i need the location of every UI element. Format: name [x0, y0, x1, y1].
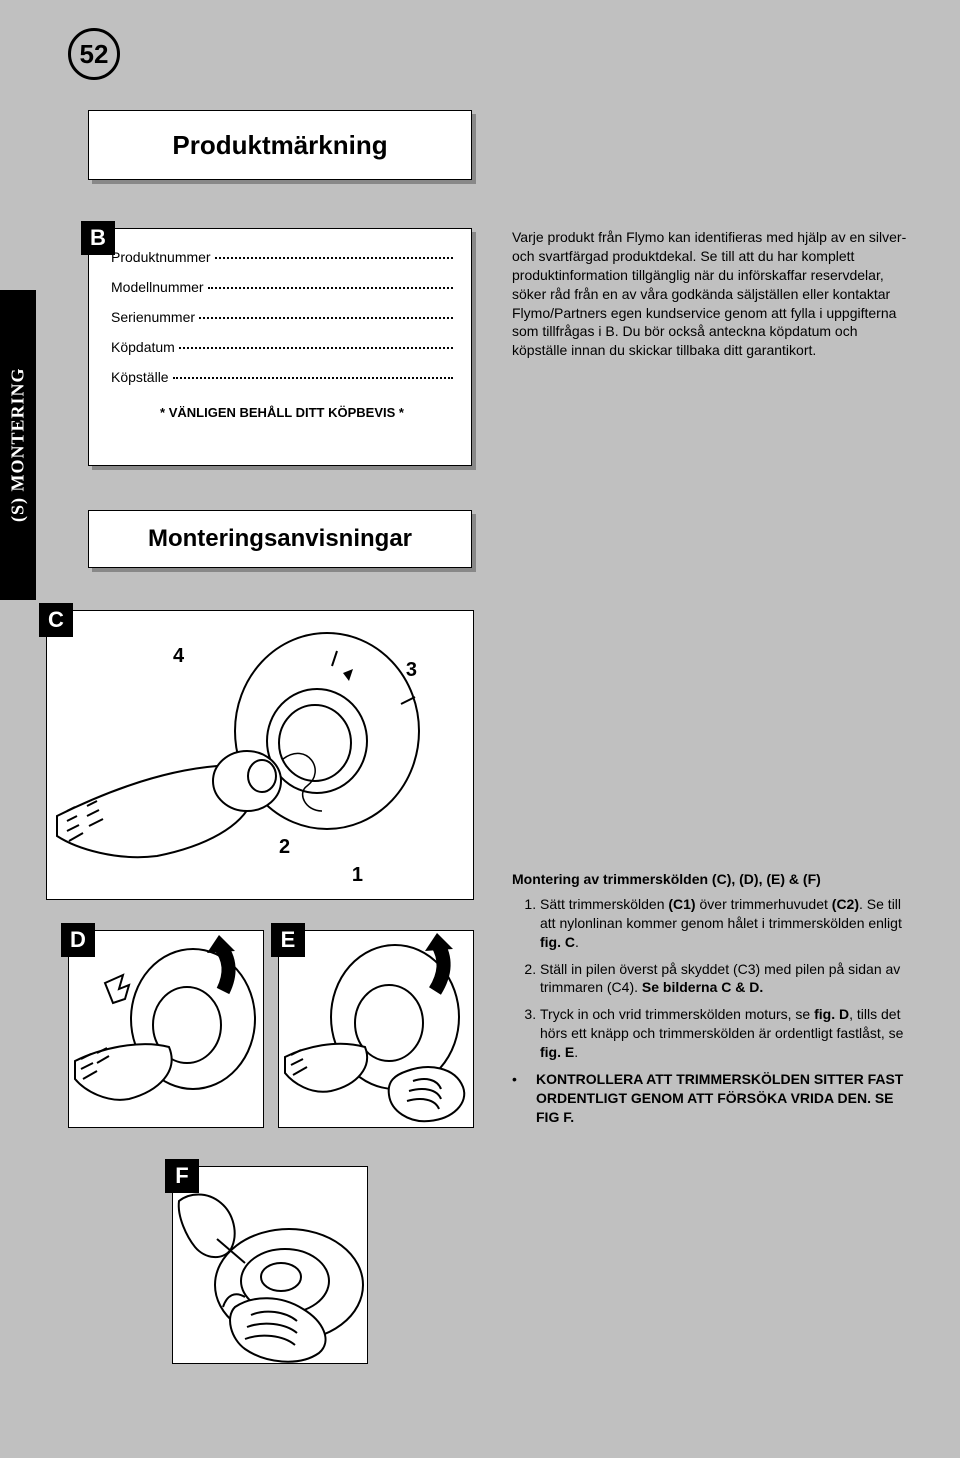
page-number: 52	[68, 28, 120, 80]
instruction-step-1: Sätt trimmerskölden (C1) över trimmerhuv…	[540, 895, 920, 952]
illustration-f	[173, 1167, 369, 1365]
panel-e: E	[278, 930, 474, 1128]
panel-f: F	[172, 1166, 368, 1364]
panel-b: B Produktnummer Modellnummer Serienummer…	[88, 228, 472, 466]
panel-d: D	[68, 930, 264, 1128]
label-kopdatum: Köpdatum	[111, 339, 175, 355]
product-id-description: Varje produkt från Flymo kan identifiera…	[512, 228, 912, 360]
keep-receipt-note: * VÄNLIGEN BEHÅLL DITT KÖPBEVIS *	[111, 405, 453, 420]
row-kopstalle: Köpställe	[111, 369, 453, 385]
section-title-produktmarkning: Produktmärkning	[88, 110, 472, 180]
callout-3: 3	[406, 659, 417, 682]
row-serienummer: Serienummer	[111, 309, 453, 325]
row-modellnummer: Modellnummer	[111, 279, 453, 295]
row-produktnummer: Produktnummer	[111, 249, 453, 265]
panel-e-badge: E	[271, 923, 305, 957]
label-kopstalle: Köpställe	[111, 369, 169, 385]
panel-c: C 4 3 2 1	[46, 610, 474, 900]
label-produktnummer: Produktnummer	[111, 249, 211, 265]
instruction-step-3: Tryck in och vrid trimmerskölden moturs,…	[540, 1005, 920, 1062]
assembly-instructions: Montering av trimmerskölden (C), (D), (E…	[512, 870, 920, 1127]
callout-1: 1	[352, 864, 363, 887]
illustration-d	[69, 931, 265, 1129]
illustration-e	[279, 931, 475, 1129]
panel-c-badge: C	[39, 603, 73, 637]
side-tab-montering: (S) MONTERING	[0, 290, 36, 600]
row-kopdatum: Köpdatum	[111, 339, 453, 355]
panel-f-badge: F	[165, 1159, 199, 1193]
callout-4: 4	[173, 645, 184, 668]
label-serienummer: Serienummer	[111, 309, 195, 325]
instructions-heading: Montering av trimmerskölden (C), (D), (E…	[512, 870, 920, 889]
label-modellnummer: Modellnummer	[111, 279, 204, 295]
illustration-c	[47, 611, 475, 901]
panel-b-badge: B	[81, 221, 115, 255]
instruction-bullet: • KONTROLLERA ATT TRIMMERSKÖLDEN SITTER …	[512, 1070, 920, 1127]
section-title-monteringsanvisningar: Monteringsanvisningar	[88, 510, 472, 568]
panel-d-badge: D	[61, 923, 95, 957]
callout-2: 2	[279, 836, 290, 859]
instruction-step-2: Ställ in pilen överst på skyddet (C3) me…	[540, 960, 920, 998]
